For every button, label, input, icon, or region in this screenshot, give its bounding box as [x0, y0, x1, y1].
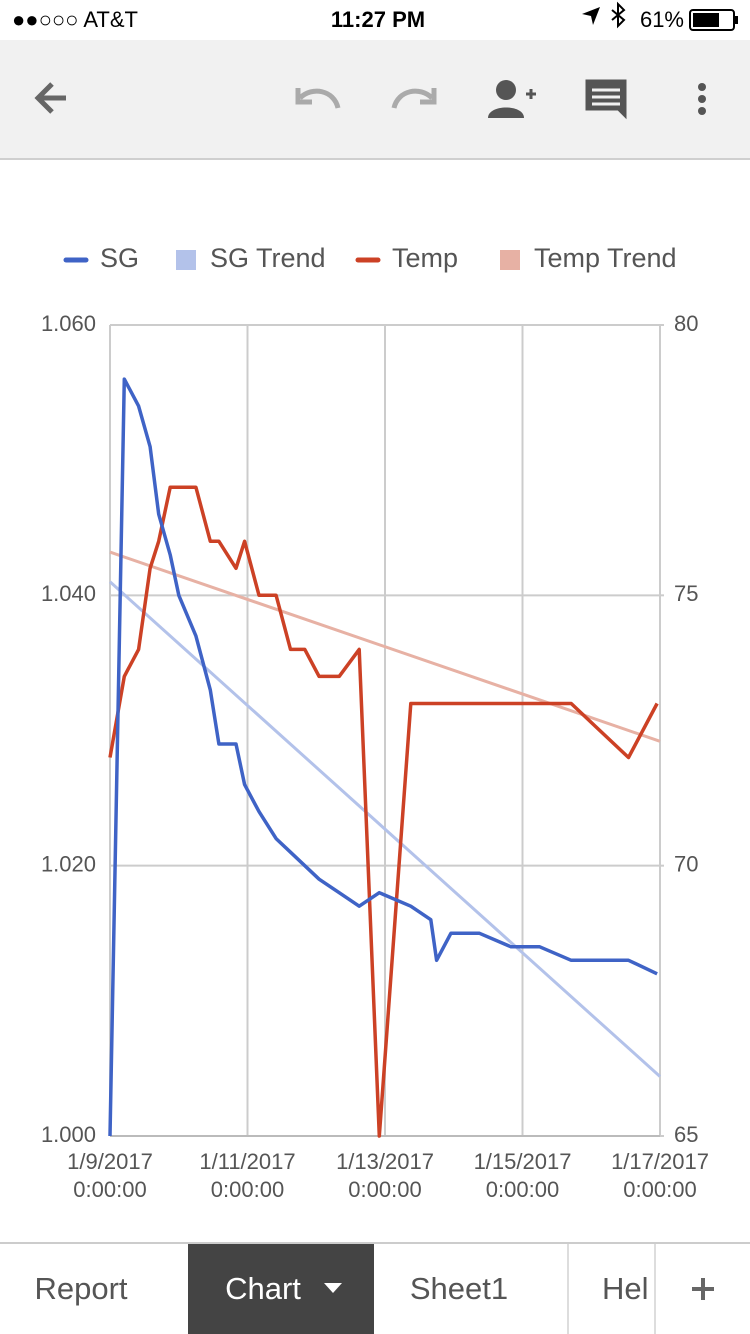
- y2-tick-label: 80: [674, 311, 698, 336]
- x-tick-label: 1/17/2017 0:00:00: [611, 1149, 709, 1202]
- back-button[interactable]: [34, 82, 66, 114]
- legend-swatch: [500, 250, 520, 270]
- legend-label: Temp Trend: [534, 243, 677, 273]
- more-button[interactable]: [698, 83, 706, 115]
- location-icon: [582, 7, 600, 25]
- x-tick-label: 1/13/2017 0:00:00: [336, 1149, 434, 1202]
- legend-label: Temp: [392, 243, 458, 273]
- y-tick-label: 1.000: [41, 1122, 96, 1147]
- toolbar: [0, 40, 750, 159]
- x-tick-label: 1/11/2017 0:00:00: [199, 1149, 296, 1202]
- undo-button[interactable]: [295, 88, 341, 109]
- clock: 11:27 PM: [331, 7, 425, 32]
- battery-tip: [735, 16, 738, 24]
- active-tab-bg: [188, 1244, 374, 1334]
- comment-lines: [592, 88, 620, 106]
- y-tick-label: 1.060: [41, 311, 96, 336]
- y-tick-label: 1.040: [41, 581, 96, 606]
- add-person-button[interactable]: [488, 80, 536, 118]
- trend-line: [109, 550, 661, 743]
- y-tick-label: 1.020: [41, 851, 96, 876]
- battery-percent: 61%: [640, 7, 684, 32]
- tab-active[interactable]: Chart: [225, 1271, 301, 1306]
- chart: 1.000 1.020 1.040 1.060 65 70 75 80 SG SG Trend Te…: [41, 243, 699, 1147]
- battery-level: [693, 13, 719, 27]
- tab[interactable]: Hel: [602, 1271, 649, 1306]
- tab[interactable]: Sheet1: [409, 1271, 509, 1306]
- battery-icon: [689, 9, 735, 31]
- y2-tick-label: 70: [674, 851, 698, 876]
- carrier: ●●○○○ AT&T: [12, 7, 138, 32]
- redo-button[interactable]: [391, 88, 437, 109]
- bluetooth-icon: [611, 1, 626, 29]
- tab-menu-arrow[interactable]: [324, 1283, 342, 1293]
- legend-swatch: [176, 250, 196, 270]
- legend-label: SG: [100, 243, 139, 273]
- x-tick-label: 1/15/2017 0:00:00: [473, 1149, 572, 1202]
- add-sheet-button[interactable]: [692, 1278, 714, 1300]
- legend-label: SG Trend: [210, 243, 326, 273]
- x-tick-label: 1/9/2017 0:00:00: [67, 1149, 153, 1202]
- tab[interactable]: Report: [34, 1271, 128, 1306]
- y2-tick-label: 75: [674, 581, 698, 606]
- y2-tick-label: 65: [674, 1122, 698, 1147]
- series-line: [108, 485, 659, 1138]
- series-line: [108, 377, 658, 1137]
